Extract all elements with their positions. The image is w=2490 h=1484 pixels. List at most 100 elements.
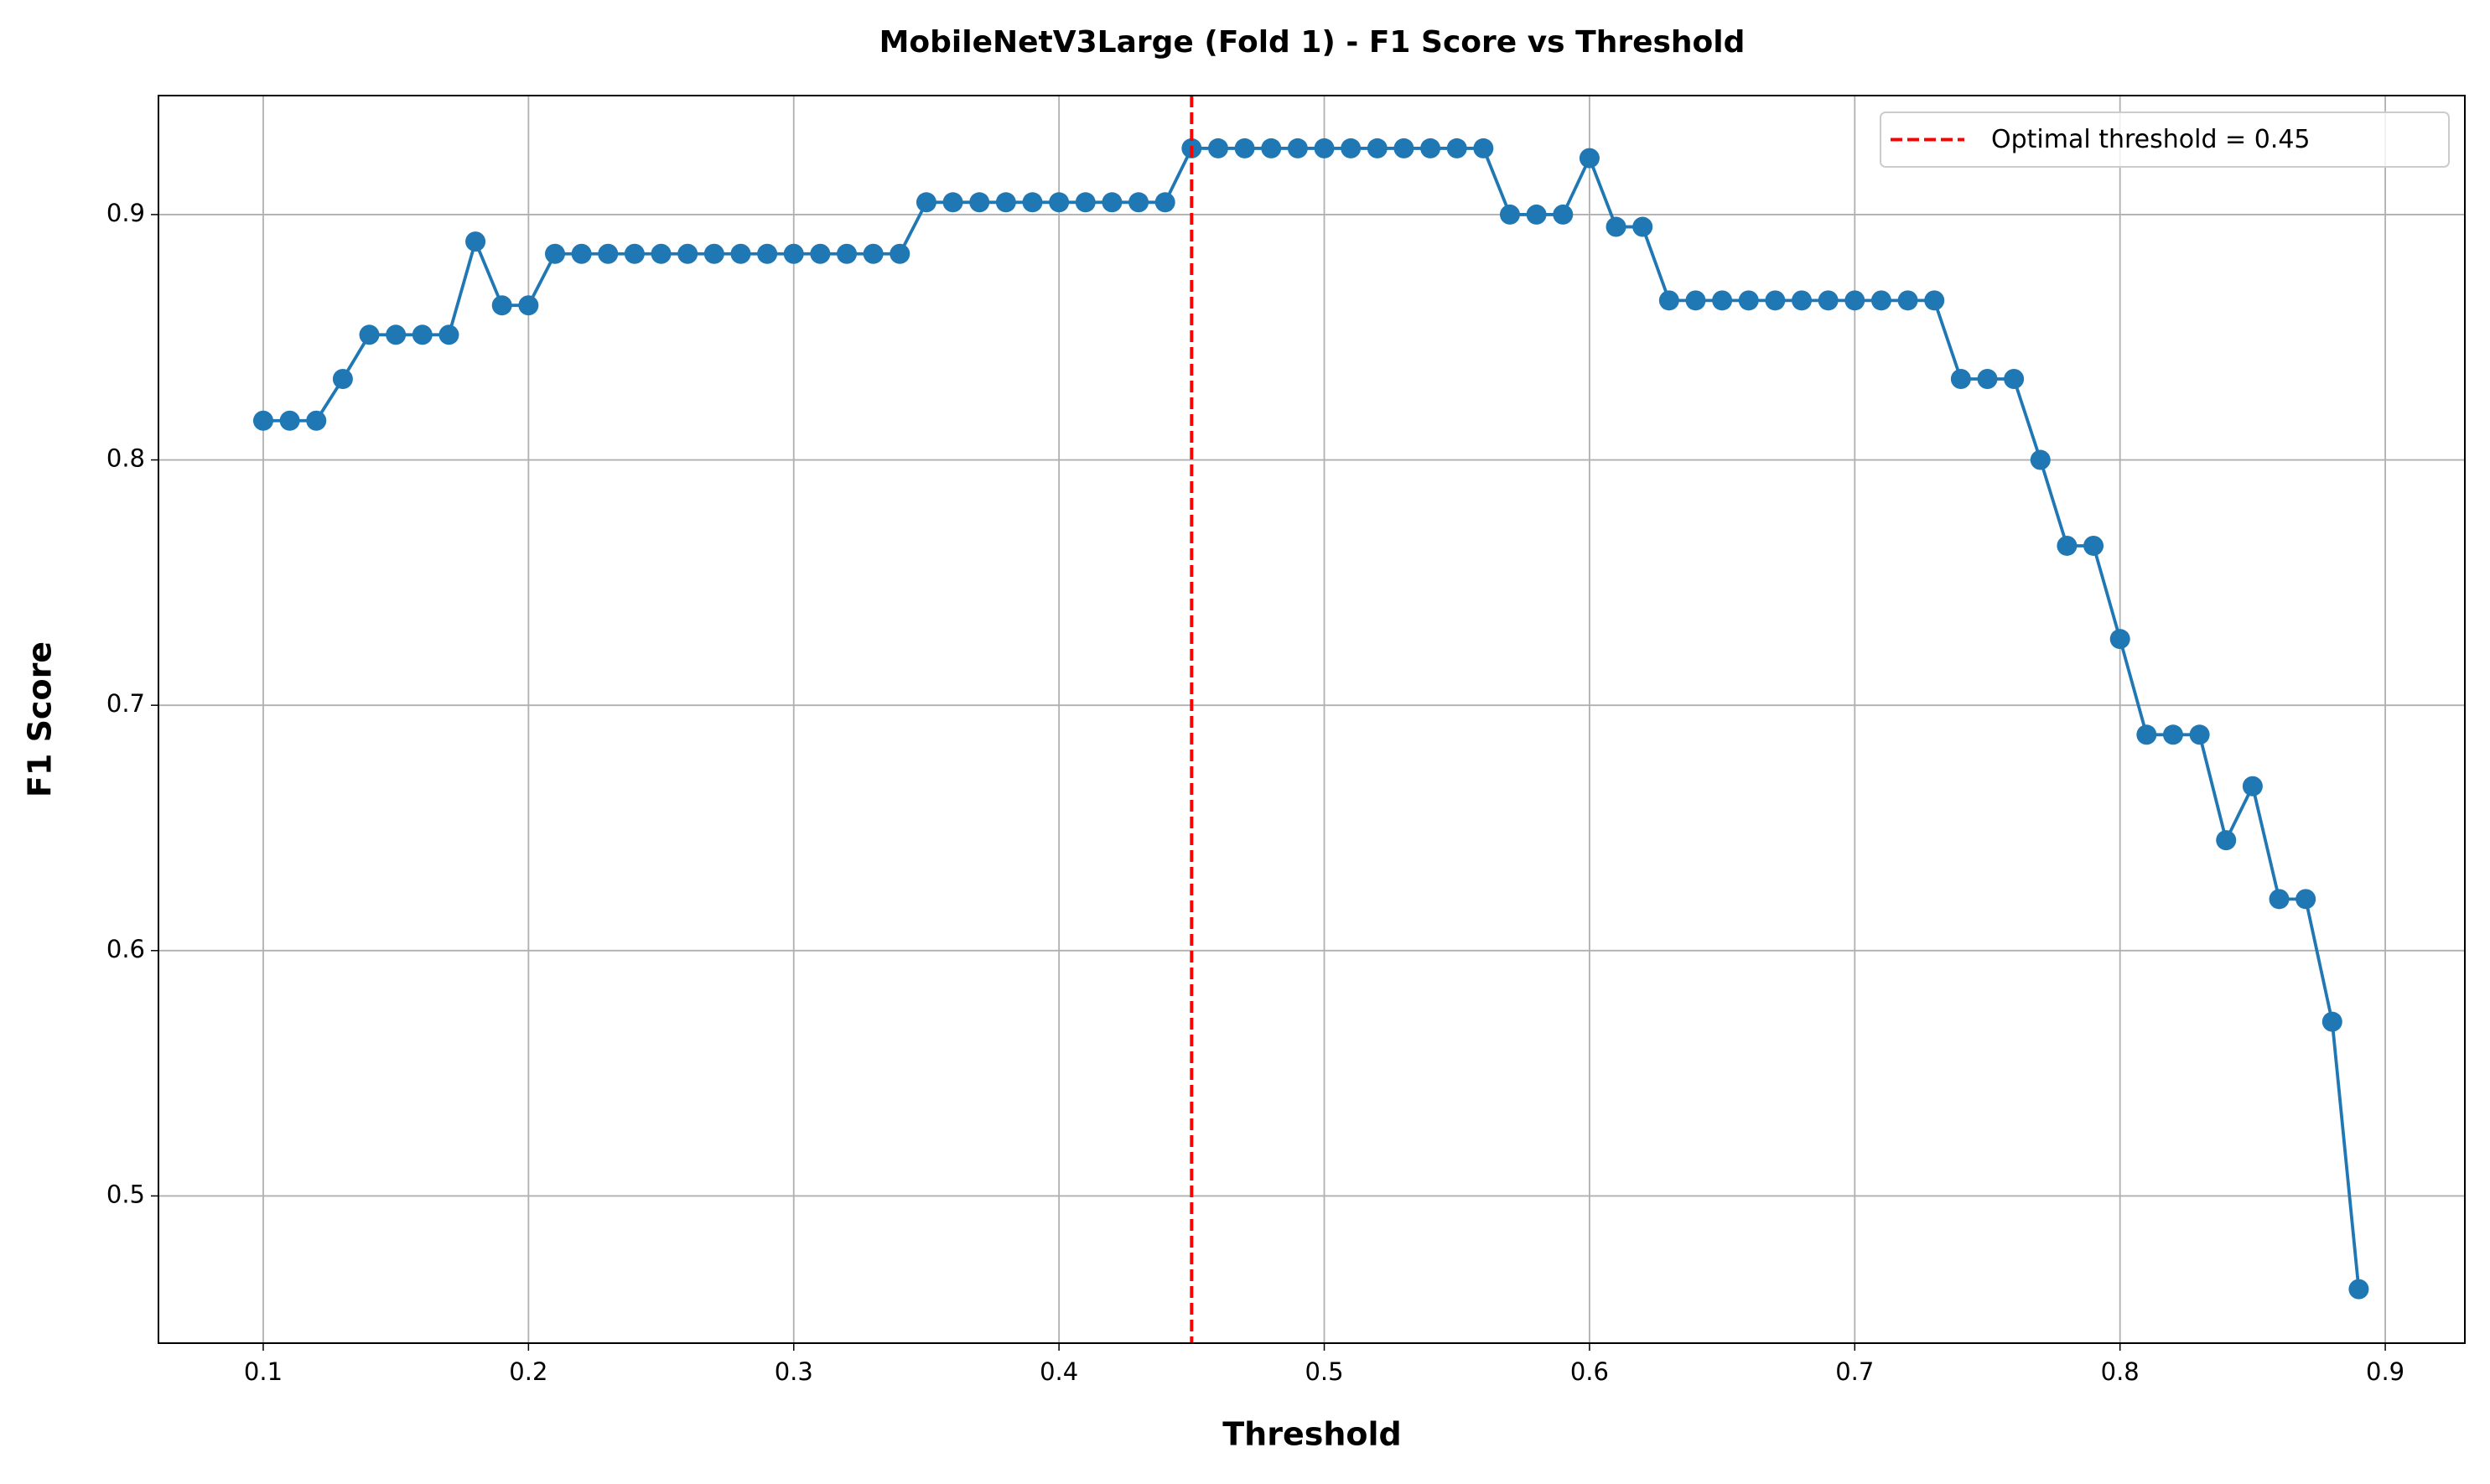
data-point (386, 324, 407, 345)
data-point (703, 243, 724, 264)
y-axis-label: F1 Score (22, 641, 59, 797)
x-tick-label: 0.1 (244, 1357, 283, 1386)
data-point (332, 368, 353, 389)
data-point (2295, 889, 2316, 910)
data-point (1712, 290, 1733, 311)
data-point (1261, 138, 1282, 158)
y-tick-label: 0.8 (106, 444, 145, 473)
data-point (651, 243, 672, 264)
data-point (2162, 724, 2183, 745)
data-point (491, 295, 512, 316)
data-point (1420, 138, 1441, 158)
data-point (942, 192, 963, 213)
data-point (2189, 724, 2210, 745)
x-tick-label: 0.7 (1835, 1357, 1874, 1386)
data-point (1844, 290, 1865, 311)
data-point (1897, 290, 1918, 311)
data-point (359, 324, 380, 345)
data-point (1738, 290, 1759, 311)
data-point (1870, 290, 1891, 311)
data-point (438, 324, 459, 345)
y-tick-label: 0.5 (106, 1180, 145, 1208)
legend-label: Optimal threshold = 0.45 (1991, 125, 2311, 154)
data-point (1234, 138, 1255, 158)
data-point (279, 410, 300, 431)
x-tick-label: 0.8 (2101, 1357, 2140, 1386)
plot-frame (158, 95, 2466, 1344)
data-point (1102, 192, 1123, 213)
data-point (1207, 138, 1228, 158)
data-point (2136, 724, 2157, 745)
legend-box (1880, 112, 2450, 168)
data-point (1446, 138, 1467, 158)
data-point (1473, 138, 1494, 158)
data-point (252, 410, 273, 431)
data-point (995, 192, 1016, 213)
data-point (2321, 1011, 2342, 1032)
data-point (677, 243, 698, 264)
data-point (863, 243, 884, 264)
data-point (1792, 290, 1813, 311)
data-point (1022, 192, 1043, 213)
data-point (598, 243, 619, 264)
data-point (1367, 138, 1388, 158)
data-line (262, 147, 2361, 1289)
x-axis-label: Threshold (1222, 1416, 1402, 1453)
x-tick-label: 0.6 (1570, 1357, 1609, 1386)
data-point (545, 243, 566, 264)
data-point (1287, 138, 1308, 158)
data-point (730, 243, 751, 264)
data-point (1924, 290, 1945, 311)
y-tick-label: 0.6 (106, 935, 145, 963)
data-point (757, 243, 778, 264)
data-point (2109, 629, 2130, 650)
data-point (969, 192, 990, 213)
y-tick-label: 0.9 (106, 199, 145, 227)
data-point (2242, 776, 2263, 796)
data-point (1553, 204, 1574, 225)
data-point (1341, 138, 1362, 158)
data-point (916, 192, 936, 213)
data-point (2216, 830, 2237, 851)
x-tick-label: 0.5 (1305, 1357, 1343, 1386)
data-point (2030, 449, 2051, 470)
data-point (1977, 368, 1998, 389)
data-point (2004, 368, 2025, 389)
data-point (1658, 290, 1679, 311)
data-point (1314, 138, 1335, 158)
data-point (2348, 1279, 2369, 1300)
data-point (1393, 138, 1414, 158)
data-point (2057, 535, 2078, 556)
data-point (1154, 192, 1175, 213)
data-point (306, 410, 327, 431)
data-point (837, 243, 858, 264)
data-point (518, 295, 539, 316)
data-point (1606, 216, 1626, 237)
data-point (1685, 290, 1706, 311)
data-point (465, 231, 486, 252)
data-point (624, 243, 645, 264)
data-point (1128, 192, 1149, 213)
x-tick-label: 0.2 (509, 1357, 547, 1386)
data-point (1075, 192, 1096, 213)
x-tick-label: 0.9 (2366, 1357, 2404, 1386)
data-point (2269, 889, 2290, 910)
data-point (1049, 192, 1070, 213)
data-point (571, 243, 592, 264)
chart-title: MobileNetV3Large (Fold 1) - F1 Score vs … (879, 25, 1746, 60)
data-point (783, 243, 804, 264)
data-point (1500, 204, 1521, 225)
data-point (412, 324, 433, 345)
data-point (1818, 290, 1839, 311)
data-point (1632, 216, 1653, 237)
y-tick-label: 0.7 (106, 689, 145, 718)
x-tick-label: 0.4 (1040, 1357, 1078, 1386)
data-point (810, 243, 831, 264)
data-point (1579, 148, 1600, 169)
x-tick-label: 0.3 (775, 1357, 813, 1386)
data-point (1950, 368, 1971, 389)
data-point (2083, 535, 2104, 556)
data-point (1526, 204, 1547, 225)
